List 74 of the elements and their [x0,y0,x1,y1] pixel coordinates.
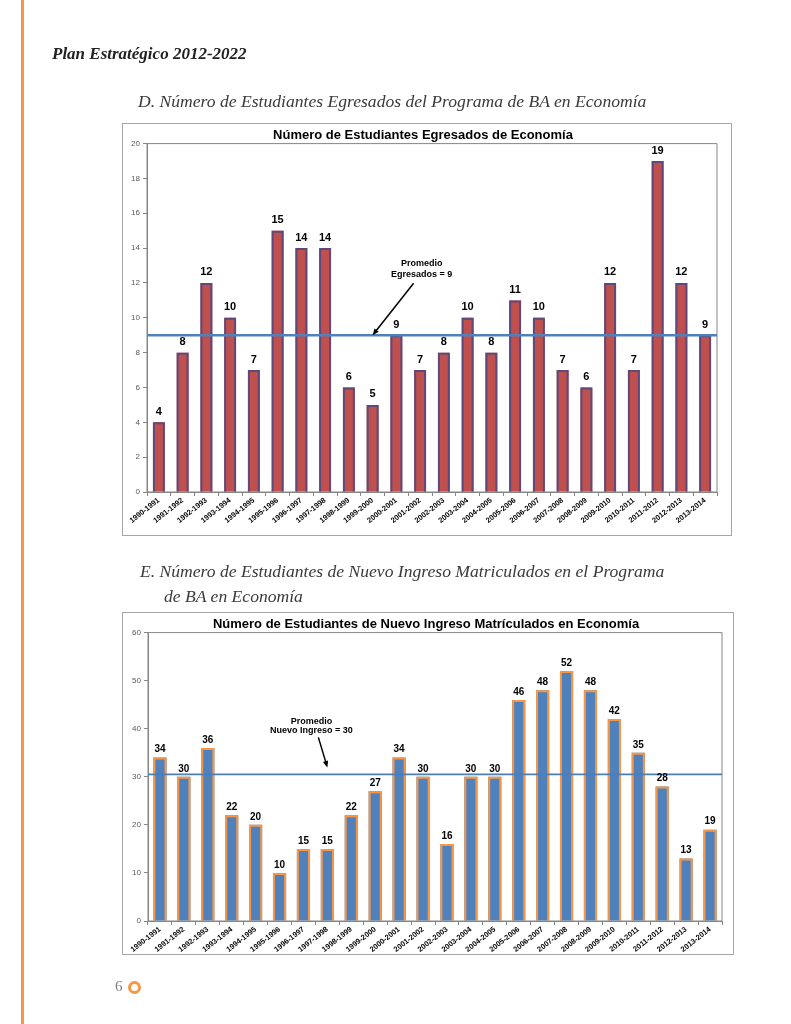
data-label: 6 [583,370,590,383]
data-label: 20 [250,810,262,822]
data-label: 30 [178,762,190,774]
data-label: 8 [440,335,447,348]
data-label: 4 [155,404,163,417]
data-label: 14 [295,230,309,243]
data-label: 16 [441,829,453,841]
data-label: 48 [537,676,549,688]
data-label: 12 [675,265,688,278]
data-label: 9 [702,317,709,330]
data-label: 22 [226,801,238,812]
data-label: 36 [202,733,214,745]
y-tick-label: 0 [135,487,141,497]
y-tick-label: 20 [132,820,142,830]
data-label: 15 [297,834,310,846]
text: Plan Estratégico 2012-2022 [52,44,247,64]
data-label: 7 [559,352,566,365]
data-label: 34 [393,743,406,755]
data-label: 10 [224,300,237,313]
data-label: 28 [656,772,669,784]
text: 6 [115,978,123,995]
data-label: 19 [651,143,664,156]
data-label: 19 [704,815,717,827]
data-label: 14 [319,230,333,243]
y-tick-label: 30 [132,772,142,781]
data-label: 11 [509,282,521,295]
annotation: Promedio Egresados = 9 [390,257,453,279]
data-label: 8 [179,335,186,348]
data-label: 7 [417,352,424,365]
y-tick-label: 10 [132,868,142,878]
data-label: 22 [345,801,358,812]
y-tick-label: 50 [132,675,142,685]
y-tick-label: 40 [132,723,142,733]
data-label: 7 [250,352,257,365]
data-label: 34 [154,743,166,755]
chart-subtitle: E. Número de Estudiantes de Nuevo Ingreso Matriculados en el Programa de BA en Economía [140,560,666,608]
chart-title: Número de Estudiantes Egresados de Economía [273,127,574,143]
y-tick-label: 12 [131,278,141,288]
data-label: 12 [200,265,213,278]
data-label: 8 [488,335,495,348]
annotation: Promedio Nuevo Ingreso = 30 [269,715,353,736]
y-tick-label: 0 [136,916,142,926]
data-label: 12 [604,265,617,278]
data-label: 6 [345,370,352,383]
data-label: 42 [608,704,621,716]
data-label: 27 [369,776,382,788]
data-label: 30 [465,762,477,774]
data-label: 52 [560,656,573,668]
y-tick-label: 6 [135,382,141,392]
y-tick-label: 16 [131,208,141,218]
data-label: 30 [417,762,430,774]
y-tick-label: 60 [132,627,142,637]
data-label: 10 [532,300,545,313]
data-label: 13 [680,844,693,856]
y-tick-label: 2 [135,452,141,462]
y-tick-label: 20 [131,138,141,148]
chart-subtitle: D. Número de Estudiantes Egresados del Programa de BA en Economía [138,90,648,113]
chart-title: Número de Estudiantes de Nuevo Ingreso Matrículados en Economía [212,616,640,632]
y-tick-label: 4 [135,417,141,427]
data-label: 30 [489,762,501,774]
data-label: 9 [393,317,400,330]
data-label: 10 [273,858,286,870]
y-tick-label: 14 [131,243,141,253]
data-label: 35 [632,738,645,750]
data-label: 7 [630,352,637,365]
data-label: 5 [369,387,376,400]
data-label: 48 [584,676,597,688]
data-label: 46 [513,685,525,697]
y-tick-label: 18 [131,173,141,183]
y-tick-label: 10 [131,313,141,322]
data-label: 10 [461,300,474,313]
data-label: 15 [321,834,334,846]
data-label: 15 [271,213,284,226]
y-tick-label: 8 [135,347,141,357]
